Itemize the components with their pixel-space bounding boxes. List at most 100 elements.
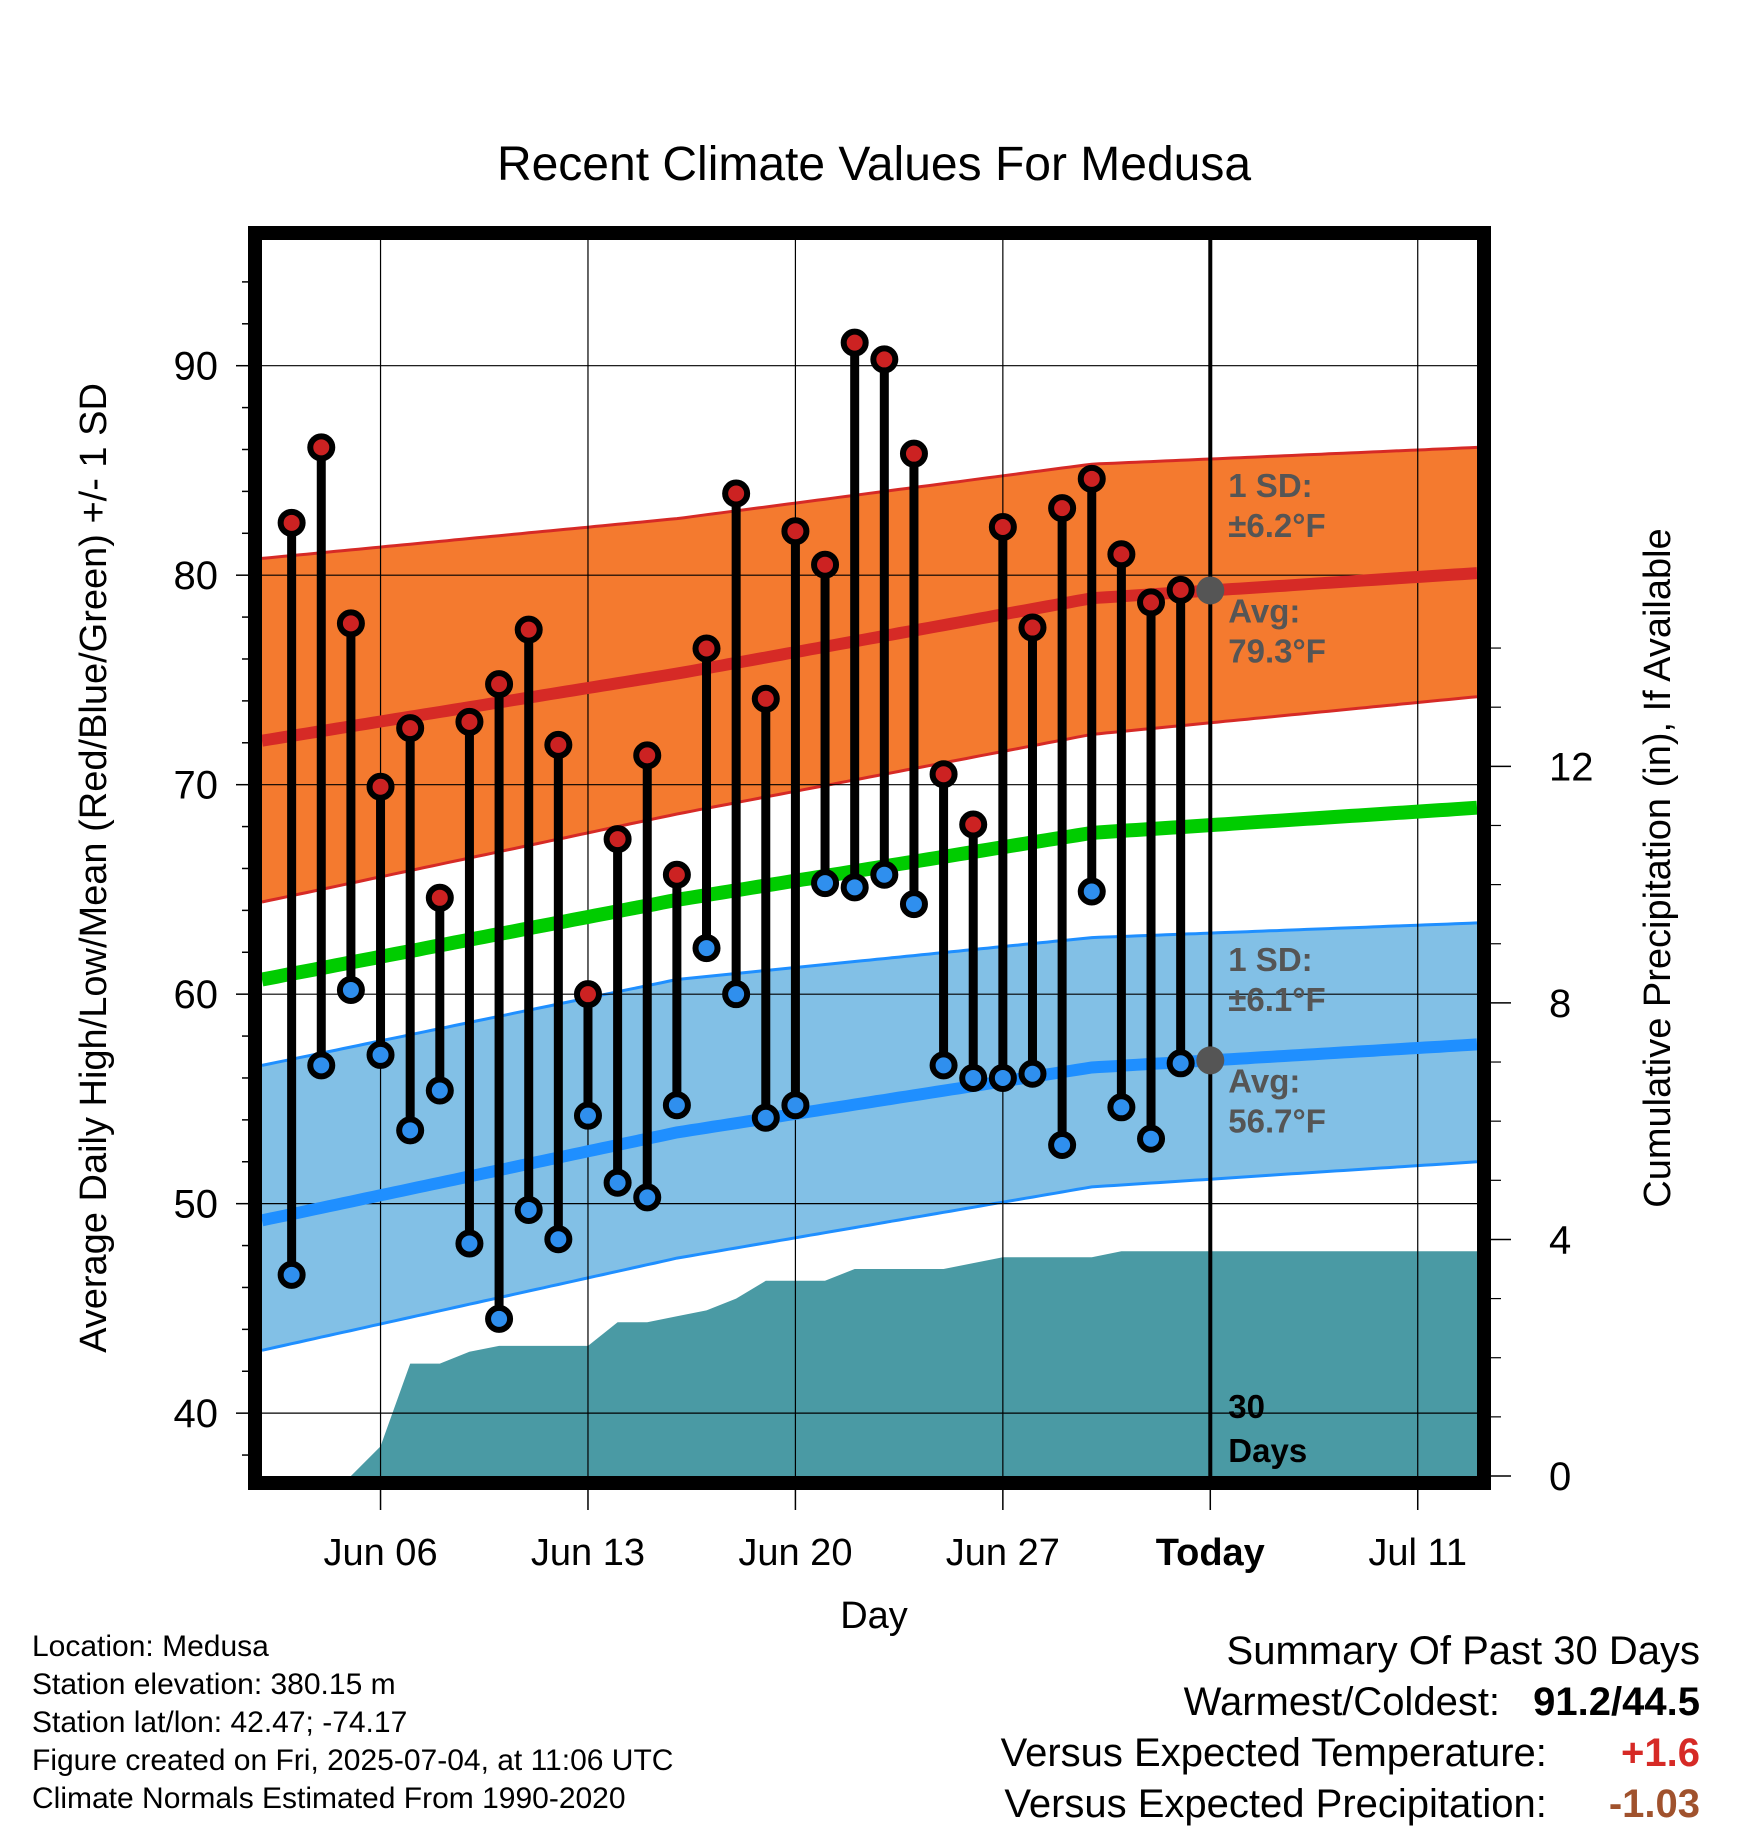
summary-title: Summary Of Past 30 Days	[1226, 1629, 1700, 1673]
created-text: Figure created on Fri, 2025-07-04, at 11…	[32, 1744, 674, 1777]
daily-high-point	[692, 634, 721, 663]
daily-low-point	[573, 1101, 602, 1130]
high-sd-band-lower-edge	[261, 695, 1478, 904]
daily-low-point	[336, 975, 365, 1004]
daily-low-point	[633, 1183, 662, 1212]
daily-high-point	[514, 615, 543, 644]
y-right-tick-label: 12	[1549, 745, 1594, 789]
chart-title: Recent Climate Values For Medusa	[497, 138, 1251, 191]
daily-high-point	[1077, 464, 1106, 493]
latlon-text: Station lat/lon: 42.47; -74.17	[32, 1706, 408, 1739]
x-tick-label: Jun 13	[531, 1532, 645, 1574]
daily-high-point	[455, 707, 484, 736]
elevation-text: Station elevation: 380.15 m	[32, 1668, 396, 1701]
high-average-line	[261, 567, 1478, 747]
daily-low-point	[485, 1304, 514, 1333]
axes: 40 50 60 70 80 90 0 4 8 12 Jun 06 Jun 13 Jun 20 Jun 2…	[174, 281, 1594, 1574]
warmest-label: Warmest/Coldest:	[1183, 1680, 1501, 1724]
temp-label: Versus Expected Temperature:	[1000, 1731, 1547, 1775]
low-avg-value: 56.7°F	[1228, 1102, 1326, 1139]
x-tick-label: Jul 11	[1368, 1532, 1467, 1574]
daily-low-point	[425, 1076, 454, 1105]
daily-high-point	[603, 825, 632, 854]
daily-high-point	[662, 860, 691, 889]
days-label: Days	[1228, 1432, 1307, 1469]
y-right-tick-label: 4	[1549, 1218, 1571, 1262]
daily-low-point	[899, 890, 928, 919]
daily-low-point	[396, 1116, 425, 1145]
days-count: 30	[1228, 1388, 1265, 1425]
high-sd-band-upper-edge	[261, 445, 1478, 560]
daily-low-point	[959, 1063, 988, 1092]
x-tick-label: Today	[1156, 1532, 1265, 1574]
daily-low-point	[1137, 1124, 1166, 1153]
daily-low-point	[1166, 1049, 1195, 1078]
daily-low-point	[662, 1091, 691, 1120]
mean-average-line	[260, 800, 1478, 987]
daily-low-point	[781, 1091, 810, 1120]
daily-high-point	[366, 772, 395, 801]
daily-high-point	[870, 345, 899, 374]
daily-high-point	[396, 714, 425, 743]
daily-low-point	[692, 934, 721, 963]
low-sd-band-upper-edge	[261, 921, 1478, 1067]
daily-low-point	[751, 1103, 780, 1132]
y-left-tick-label: 40	[174, 1392, 219, 1436]
daily-high-point	[929, 760, 958, 789]
x-axis-label: Day	[840, 1595, 908, 1637]
daily-high-point	[781, 517, 810, 546]
precip-value: -1.03	[1608, 1782, 1700, 1826]
daily-high-point	[1166, 575, 1195, 604]
high-sd-value: ±6.2°F	[1228, 507, 1325, 544]
high-avg-title: Avg:	[1228, 592, 1300, 629]
y-left-tick-label: 50	[174, 1183, 219, 1227]
daily-low-point	[366, 1040, 395, 1069]
normal-lines	[260, 240, 1478, 1476]
summary-panel: Summary Of Past 30 Days Warmest/Coldest:…	[1001, 1626, 1700, 1830]
daily-low-point	[277, 1260, 306, 1289]
x-tick-label: Jun 06	[323, 1532, 437, 1574]
daily-low-point	[1018, 1059, 1047, 1088]
daily-high-point	[988, 513, 1017, 542]
daily-high-point	[1137, 588, 1166, 617]
daily-low-point	[929, 1051, 958, 1080]
daily-high-point	[544, 730, 573, 759]
low-avg-title: Avg:	[1228, 1062, 1300, 1099]
daily-high-point	[277, 508, 306, 537]
low-average-line	[260, 1038, 1478, 1227]
daily-high-point	[633, 741, 662, 770]
low-sd-title: 1 SD:	[1228, 941, 1312, 978]
normals-text: Climate Normals Estimated From 1990-2020	[32, 1782, 626, 1815]
x-tick-label: Jun 20	[738, 1532, 852, 1574]
high-avg-value: 79.3°F	[1228, 632, 1326, 669]
y-left-tick-label: 60	[174, 973, 219, 1017]
daily-high-point	[1107, 540, 1136, 569]
daily-high-point	[811, 550, 840, 579]
plot-border	[248, 226, 1491, 1490]
warmest-value: 91.2/44.5	[1533, 1680, 1700, 1724]
daily-low-point	[722, 980, 751, 1009]
y-left-tick-label: 80	[174, 554, 219, 598]
daily-high-point	[751, 684, 780, 713]
daily-low-point	[1048, 1131, 1077, 1160]
daily-low-point	[1077, 877, 1106, 906]
low-sd-value: ±6.1°F	[1228, 981, 1325, 1018]
y-right-tick-label: 0	[1549, 1455, 1571, 1499]
y-axis-left-label: Average Daily High/Low/Mean (Red/Blue/Gr…	[73, 383, 115, 1353]
daily-low-point	[307, 1051, 336, 1080]
precipitation-area-group	[321, 1251, 1477, 1476]
plot-frame	[248, 226, 1491, 1490]
location-text: Location: Medusa	[32, 1630, 269, 1663]
high-sd-band	[262, 447, 1477, 902]
summary-warmest-row: Warmest/Coldest: 91.2/44.5	[1001, 1677, 1700, 1728]
daily-low-point	[544, 1225, 573, 1254]
daily-low-point	[514, 1195, 543, 1224]
daily-high-point	[485, 670, 514, 699]
daily-high-point	[425, 883, 454, 912]
daily-high-point	[307, 433, 336, 462]
station-metadata: Location: Medusa Station elevation: 380.…	[32, 1628, 673, 1818]
low-sd-band-lower-edge	[261, 1160, 1478, 1352]
daily-high-point	[573, 980, 602, 1009]
